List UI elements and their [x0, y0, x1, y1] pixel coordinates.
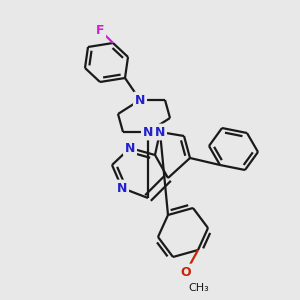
Text: CH₃: CH₃ [188, 283, 209, 293]
Text: N: N [143, 125, 153, 139]
Text: N: N [117, 182, 127, 194]
Text: O: O [181, 266, 191, 278]
Text: N: N [155, 125, 165, 139]
Text: N: N [135, 94, 145, 106]
Text: F: F [96, 23, 104, 37]
Text: N: N [125, 142, 135, 154]
